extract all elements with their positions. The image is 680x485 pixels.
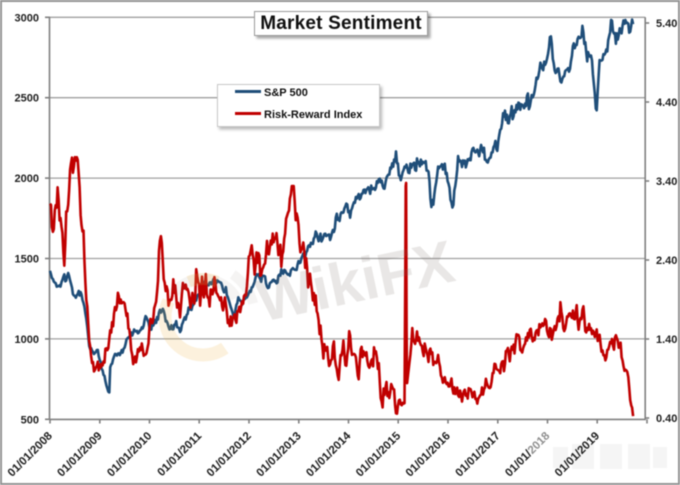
- svg-text:500: 500: [21, 414, 39, 426]
- svg-text:3000: 3000: [15, 12, 39, 24]
- svg-text:3.40: 3.40: [656, 176, 677, 188]
- svg-text:5.40: 5.40: [656, 18, 677, 30]
- svg-text:01/01/2011: 01/01/2011: [155, 430, 204, 479]
- svg-text:01/01/2017: 01/01/2017: [454, 430, 503, 479]
- svg-text:2.40: 2.40: [656, 255, 677, 267]
- svg-text:01/01/2018: 01/01/2018: [503, 430, 553, 480]
- svg-text:4.40: 4.40: [656, 97, 677, 109]
- svg-text:01/01/2012: 01/01/2012: [205, 430, 254, 479]
- svg-text:1000: 1000: [15, 334, 39, 346]
- svg-text:01/01/2016: 01/01/2016: [404, 430, 453, 479]
- svg-text:0.40: 0.40: [656, 413, 677, 425]
- svg-text:WikiFX: WikiFX: [251, 228, 460, 335]
- svg-text:01/01/2010: 01/01/2010: [105, 430, 154, 479]
- svg-text:01/01/2009: 01/01/2009: [55, 430, 104, 479]
- svg-text:01/01/2008: 01/01/2008: [6, 430, 56, 480]
- svg-text:2000: 2000: [15, 173, 39, 185]
- svg-text:1.40: 1.40: [656, 334, 677, 346]
- svg-text:01/01/2014: 01/01/2014: [304, 430, 354, 480]
- svg-text:01/01/2015: 01/01/2015: [354, 430, 404, 480]
- svg-text:2500: 2500: [15, 93, 39, 105]
- svg-text:1500: 1500: [15, 254, 39, 266]
- svg-text:01/01/2013: 01/01/2013: [255, 430, 304, 479]
